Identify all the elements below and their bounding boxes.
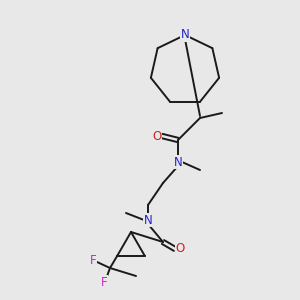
Text: N: N	[174, 155, 182, 169]
Text: O: O	[176, 242, 184, 256]
Text: F: F	[90, 254, 96, 266]
Text: N: N	[181, 28, 189, 41]
Text: F: F	[101, 275, 107, 289]
Text: O: O	[152, 130, 162, 142]
Text: N: N	[144, 214, 152, 226]
